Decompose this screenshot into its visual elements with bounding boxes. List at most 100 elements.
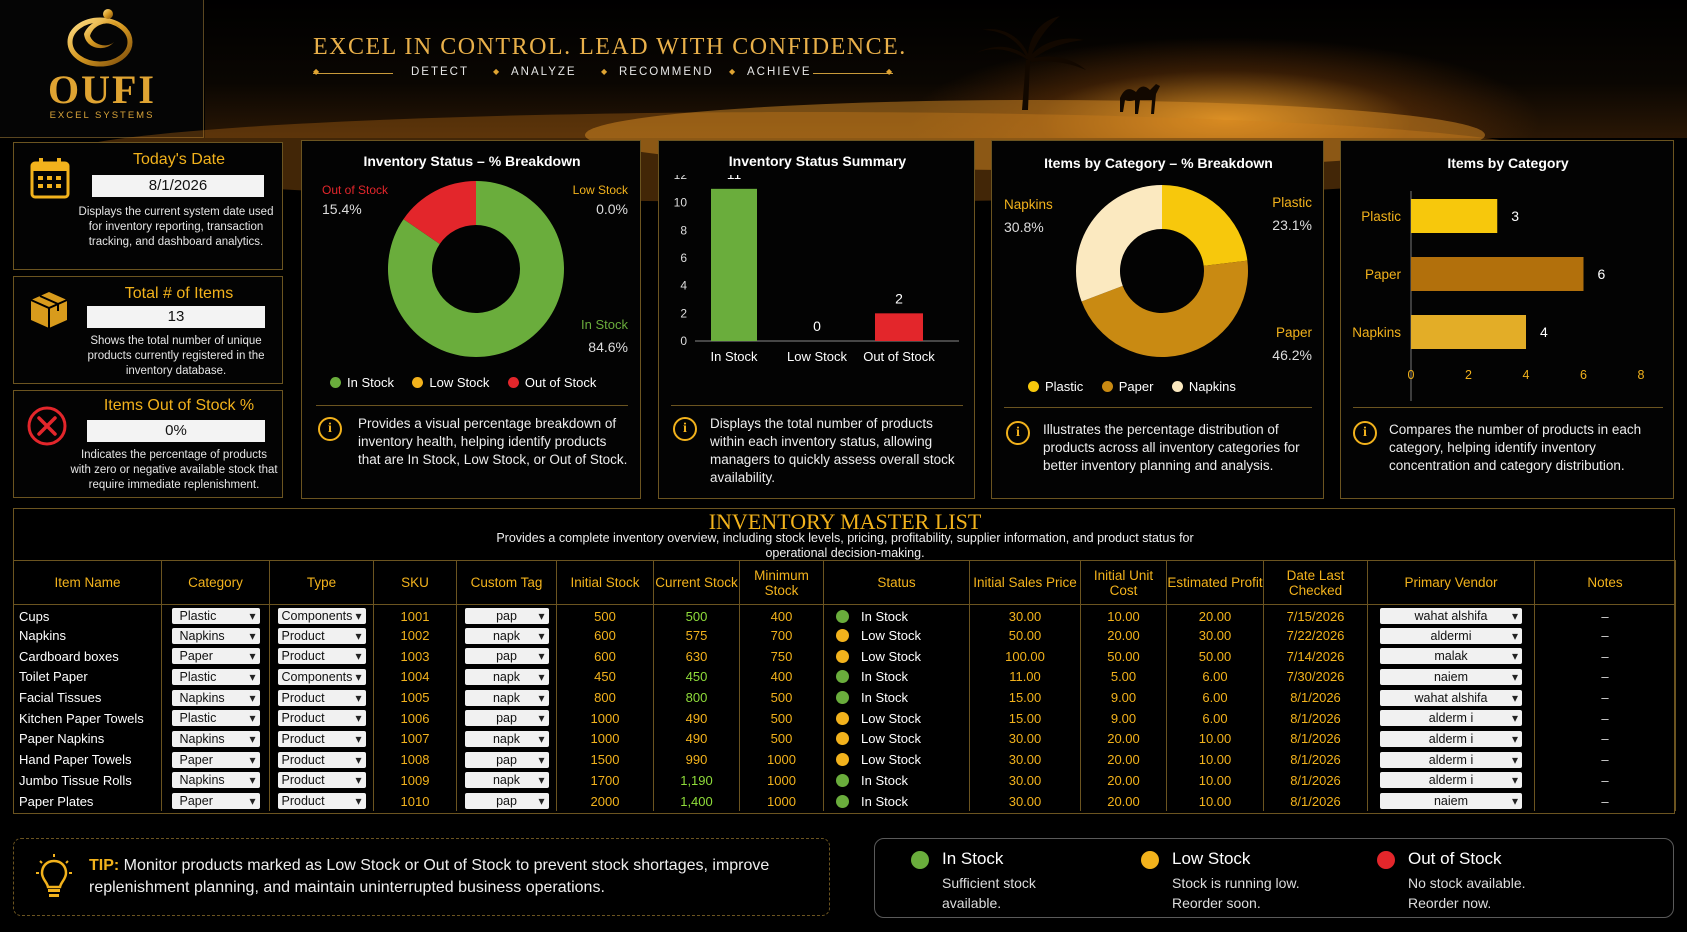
custom-tag-dropdown[interactable]: pap: [464, 751, 549, 768]
category-dropdown[interactable]: Napkins: [171, 730, 260, 747]
custom-tag-dropdown[interactable]: pap: [464, 793, 549, 810]
category-dropdown[interactable]: Paper: [171, 751, 260, 768]
type-dropdown[interactable]: Product: [277, 730, 366, 747]
custom-tag-dropdown[interactable]: pap: [464, 608, 549, 625]
initial-stock-cell: 450: [594, 669, 616, 685]
column-header[interactable]: Initial Sales Price: [969, 560, 1081, 605]
tip-box: TIP: Monitor products marked as Low Stoc…: [13, 838, 830, 916]
category-bar-chart: Plastic 3 Paper 6 Napkins 4 0 2 4 6 8: [1352, 191, 1645, 401]
column-header[interactable]: Category: [161, 560, 270, 605]
custom-tag-dropdown[interactable]: napk: [464, 730, 549, 747]
category-dropdown[interactable]: Plastic: [171, 608, 260, 625]
vendor-dropdown[interactable]: aldermi: [1380, 627, 1522, 644]
vendor-dropdown[interactable]: alderm i: [1380, 710, 1522, 727]
table-row[interactable]: Kitchen Paper Towels Plastic Product 1006 pa…: [13, 707, 1676, 729]
custom-tag-dropdown[interactable]: napk: [464, 689, 549, 706]
column-header[interactable]: Primary Vendor: [1367, 560, 1535, 605]
type-dropdown[interactable]: Product: [277, 627, 366, 644]
custom-tag-dropdown[interactable]: pap: [464, 648, 549, 665]
vendor-dropdown[interactable]: naiem: [1380, 793, 1522, 810]
vendor-dropdown[interactable]: wahat alshifa: [1380, 608, 1522, 625]
type-dropdown[interactable]: Components: [277, 608, 366, 625]
minimum-stock-cell: 500: [770, 731, 793, 747]
column-header[interactable]: Type: [269, 560, 374, 605]
y-tick-label: 4: [680, 279, 687, 293]
column-header[interactable]: Initial Stock: [556, 560, 654, 605]
profit-cell: 50.00: [1198, 648, 1232, 664]
table-row[interactable]: Toilet Paper Plastic Components 1004 napk 450…: [13, 666, 1676, 688]
status-cell: In Stock: [861, 772, 908, 788]
profit-cell: 10.00: [1198, 772, 1232, 788]
table-row[interactable]: Cups Plastic Components 1001 pap 500 500 400 In …: [13, 604, 1676, 626]
type-dropdown[interactable]: Product: [277, 751, 366, 768]
custom-tag-dropdown[interactable]: napk: [464, 772, 549, 789]
table-row[interactable]: Napkins Napkins Product 1002 napk 600 575 700 Lo…: [13, 625, 1676, 646]
notes-cell: –: [1601, 669, 1609, 685]
table-row[interactable]: Hand Paper Towels Paper Product 1008 pap 1500…: [13, 749, 1676, 770]
legend-low-stock-desc1: Stock is running low.: [1172, 875, 1300, 891]
unit-cost-cell: 20.00: [1107, 772, 1140, 788]
vendor-dropdown[interactable]: alderm i: [1380, 730, 1522, 747]
table-row[interactable]: Paper Plates Paper Product 1010 pap 2000 1,400…: [13, 790, 1676, 812]
notes-cell: –: [1601, 710, 1609, 726]
profit-cell: 10.00: [1198, 793, 1232, 809]
slice-in-stock: [388, 181, 564, 357]
column-header[interactable]: Estimated Profit: [1166, 560, 1264, 605]
bar-paper: [1411, 257, 1584, 291]
item-name: Cups: [19, 608, 50, 624]
category-dropdown[interactable]: Napkins: [171, 627, 260, 644]
table-row[interactable]: Paper Napkins Napkins Product 1007 napk 1000 4…: [13, 728, 1676, 750]
column-header[interactable]: Custom Tag: [456, 560, 557, 605]
vendor-dropdown[interactable]: alderm i: [1380, 751, 1522, 768]
type-dropdown[interactable]: Product: [277, 772, 366, 789]
table-row[interactable]: Facial Tissues Napkins Product 1005 napk 800 8…: [13, 687, 1676, 708]
column-header[interactable]: SKU: [373, 560, 457, 605]
column-header[interactable]: Date Last Checked: [1263, 560, 1368, 605]
status-cell: In Stock: [861, 608, 908, 624]
minimum-stock-cell: 1000: [767, 752, 796, 768]
date-checked-cell: 8/1/2026: [1290, 690, 1341, 706]
category-dropdown[interactable]: Paper: [171, 793, 260, 810]
vendor-dropdown[interactable]: naiem: [1380, 668, 1522, 685]
category-dropdown[interactable]: Napkins: [171, 689, 260, 706]
vendor-dropdown[interactable]: wahat alshifa: [1380, 689, 1522, 706]
table-row[interactable]: Jumbo Tissue Rolls Napkins Product 1009 napk…: [13, 770, 1676, 791]
column-header[interactable]: Minimum Stock: [739, 560, 824, 605]
sales-price-cell: 30.00: [1008, 608, 1042, 624]
custom-tag-dropdown[interactable]: pap: [464, 710, 549, 727]
type-dropdown[interactable]: Product: [277, 710, 366, 727]
category-dropdown[interactable]: Plastic: [171, 710, 260, 727]
category-dropdown[interactable]: Napkins: [171, 772, 260, 789]
unit-cost-cell: 20.00: [1107, 793, 1140, 809]
column-header[interactable]: Current Stock: [653, 560, 740, 605]
custom-tag-dropdown[interactable]: napk: [464, 627, 549, 644]
column-header[interactable]: Notes: [1534, 560, 1676, 605]
column-header[interactable]: Item Name: [13, 560, 162, 605]
kpi-items-desc: Shows the total number of unique product…: [87, 335, 265, 377]
sku-cell: 1002: [400, 628, 430, 644]
type-dropdown[interactable]: Product: [277, 689, 366, 706]
vendor-dropdown[interactable]: malak: [1380, 648, 1522, 665]
type-dropdown[interactable]: Product: [277, 648, 366, 665]
info-icon: i: [673, 417, 697, 441]
legend-out-of-stock-desc2: Reorder now.: [1408, 895, 1492, 911]
status-dot-icon: [836, 609, 849, 623]
custom-tag-dropdown[interactable]: napk: [464, 668, 549, 685]
table-row[interactable]: Cardboard boxes Paper Product 1003 pap 600 630…: [13, 645, 1676, 667]
oufi-logo-icon: [67, 9, 133, 67]
minimum-stock-cell: 500: [770, 690, 793, 706]
category-dropdown[interactable]: Plastic: [171, 668, 260, 685]
brand-tagline: EXCEL SYSTEMS: [49, 110, 155, 121]
bar-value-label: 6: [1598, 266, 1606, 282]
notes-cell: –: [1601, 608, 1609, 624]
column-header[interactable]: Status: [823, 560, 970, 605]
category-dropdown[interactable]: Paper: [171, 648, 260, 665]
initial-stock-cell: 2000: [590, 793, 620, 809]
vendor-dropdown[interactable]: alderm i: [1380, 772, 1522, 789]
column-header[interactable]: Initial Unit Cost: [1080, 560, 1167, 605]
type-dropdown[interactable]: Components: [277, 668, 366, 685]
slice-paper: [1081, 260, 1248, 358]
type-dropdown[interactable]: Product: [277, 793, 366, 810]
item-name: Paper Plates: [19, 793, 94, 809]
kpi-items-title: Total # of Items: [124, 285, 234, 302]
